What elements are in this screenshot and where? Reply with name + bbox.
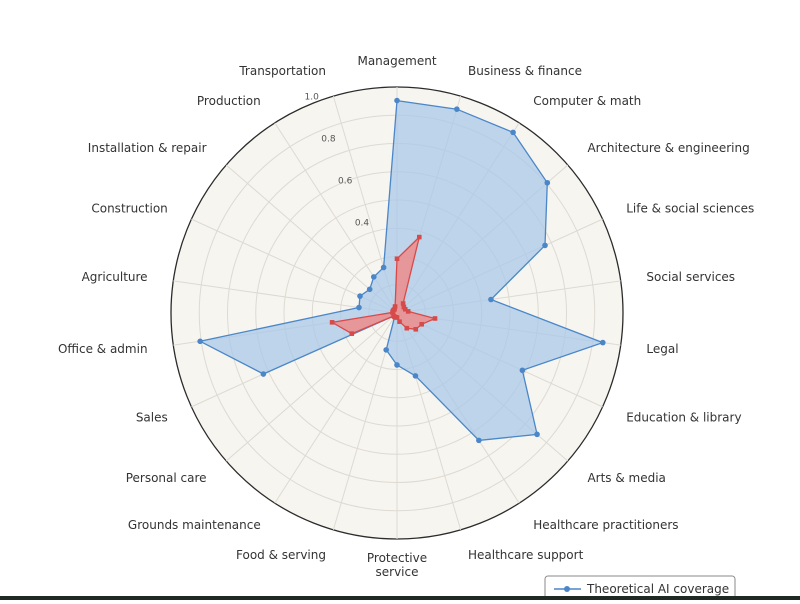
series-1-point — [394, 97, 400, 104]
category-label: Legal — [646, 342, 678, 356]
category-label: Protective service — [367, 551, 427, 579]
radial-tick-label: 0.4 — [355, 218, 370, 228]
category-label: Education & library — [626, 411, 741, 425]
category-label: Production — [197, 94, 261, 108]
category-label: Life & social sciences — [626, 201, 754, 215]
legend-label-series-1: Theoretical AI coverage — [586, 582, 729, 596]
series-1-point — [510, 129, 516, 136]
category-label: Office & admin — [58, 342, 148, 356]
series-2-point — [432, 316, 438, 321]
category-label: Sales — [136, 411, 168, 425]
series-2-point — [392, 304, 398, 309]
series-2-point — [416, 234, 422, 240]
radial-tick-labels: 0.4 0.6 0.8 1.0 — [305, 92, 370, 228]
category-label: Healthcare practitioners — [533, 518, 678, 532]
category-label: Arts & media — [587, 471, 665, 485]
series-1-point — [519, 367, 526, 374]
series-2-point — [397, 319, 402, 324]
radial-tick-label: 0.6 — [338, 176, 353, 186]
series-2-point — [349, 331, 355, 336]
grid-spoke — [225, 312, 398, 462]
legend-marker-series-1 — [564, 586, 570, 592]
series-1-point — [357, 293, 363, 299]
series-1-point — [366, 286, 373, 293]
window-bottom-bar — [0, 596, 800, 600]
category-label: Transportation — [238, 64, 326, 78]
series-2-point — [405, 309, 411, 314]
series-1-point — [356, 304, 362, 311]
series-1-point — [394, 362, 400, 368]
series-1-point — [454, 106, 460, 112]
series-2-point — [402, 306, 408, 312]
series-2-point — [391, 313, 396, 319]
series-2-point — [400, 301, 406, 306]
series-1-point — [488, 296, 494, 303]
series-1-point — [544, 179, 551, 186]
series-1-point — [600, 339, 606, 346]
category-label: Computer & math — [533, 94, 641, 108]
radial-tick-label: 0.8 — [321, 134, 336, 144]
radial-tick-label: 1.0 — [305, 92, 320, 102]
category-labels: Management Business & finance Computer & m… — [58, 54, 754, 579]
series-1-point — [542, 242, 548, 249]
series-2-point — [394, 256, 400, 262]
series-1-point — [260, 371, 267, 377]
series-1-point — [370, 274, 377, 280]
series-1-point — [476, 437, 482, 444]
series-1-point — [534, 431, 540, 438]
series-2-point — [413, 326, 419, 332]
category-label: Social services — [646, 270, 735, 284]
category-label: Business & finance — [468, 64, 582, 78]
category-label: Food & serving — [236, 548, 326, 562]
series-1-point — [412, 373, 419, 379]
category-label: Personal care — [126, 471, 207, 485]
category-label: Construction — [91, 201, 167, 215]
category-label: Healthcare support — [468, 548, 584, 562]
series-2-point — [404, 325, 410, 331]
series-2-point — [329, 320, 335, 325]
series-1-point — [383, 347, 389, 353]
category-label: Grounds maintenance — [128, 518, 261, 532]
category-label: Architecture & engineering — [587, 141, 749, 155]
series-1-point — [380, 264, 387, 271]
series-2-point — [392, 306, 397, 312]
series-1-point — [197, 338, 203, 345]
category-label: Agriculture — [82, 270, 148, 284]
category-label: Installation & repair — [88, 141, 207, 155]
category-label: Management — [357, 54, 436, 68]
radar-series — [197, 97, 606, 444]
series-2-point — [419, 321, 424, 327]
grid-spoke — [274, 312, 398, 504]
